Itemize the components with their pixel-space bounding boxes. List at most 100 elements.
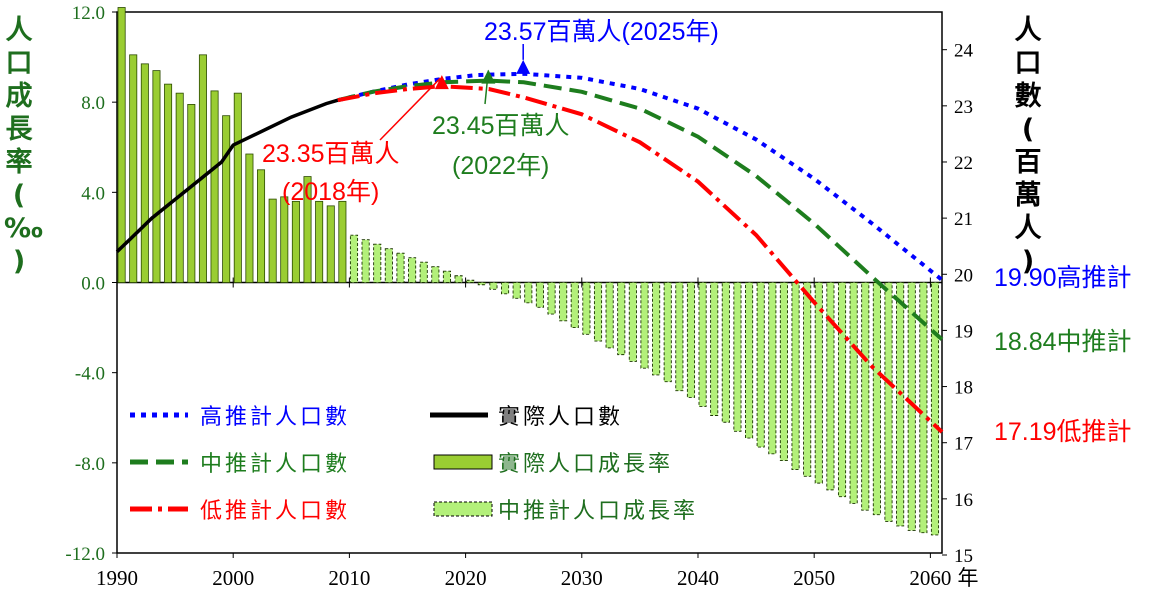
projected-growth-bar bbox=[593, 282, 603, 342]
left-axis-title: 人口成長率(‰) bbox=[4, 14, 43, 278]
actual-growth-bar bbox=[326, 205, 335, 283]
projected-growth-bar bbox=[501, 282, 510, 295]
actual-growth-bar bbox=[233, 92, 242, 283]
actual-population-line bbox=[115, 98, 339, 254]
actual-growth-bar bbox=[338, 200, 347, 283]
projected-growth-bar bbox=[408, 257, 417, 283]
projected-growth-bar bbox=[349, 234, 359, 283]
projected-growth-bar bbox=[721, 282, 730, 423]
left-tick-label: -12.0 bbox=[65, 544, 105, 565]
low-peak-year-annotation: (2018年) bbox=[282, 178, 379, 206]
medium-peak-year-annotation: (2022年) bbox=[452, 152, 549, 180]
legend-label: 實際人口成長率 bbox=[498, 452, 673, 477]
projected-growth-bar bbox=[710, 282, 719, 416]
projected-growth-bar bbox=[524, 282, 533, 304]
actual-growth-bar bbox=[222, 115, 231, 283]
projected-growth-bar bbox=[512, 282, 521, 299]
projected-growth-bar bbox=[419, 261, 428, 283]
x-tick-label: 2020 bbox=[445, 566, 487, 590]
projected-growth-bar bbox=[570, 282, 579, 329]
medium-peak-value-annotation: 23.45百萬人 bbox=[432, 112, 570, 140]
legend-label: 中推計人口數 bbox=[200, 452, 350, 477]
right-tick-label: 16 bbox=[954, 490, 973, 511]
x-tick-label: 1990 bbox=[96, 566, 138, 590]
right-axis-title-text: 人口數(百萬人) bbox=[1014, 15, 1042, 277]
projected-growth-bar bbox=[803, 282, 812, 477]
right-tick-label: 21 bbox=[954, 209, 973, 230]
x-tick-label: 2050 bbox=[793, 566, 835, 590]
projected-growth-bar bbox=[535, 282, 544, 308]
projected-growth-bar bbox=[896, 282, 905, 527]
right-tick-label: 24 bbox=[954, 41, 974, 62]
actual-growth-bar bbox=[303, 176, 312, 283]
projected-growth-bar bbox=[384, 248, 393, 283]
right-tick-label: 15 bbox=[954, 546, 973, 567]
legend-swatch bbox=[433, 454, 493, 470]
legend-label: 高推計人口數 bbox=[200, 405, 350, 430]
x-tick-label: 2040 bbox=[677, 566, 719, 590]
projected-growth-bar bbox=[442, 270, 452, 283]
right-tick-label: 19 bbox=[954, 321, 973, 342]
low-peak-marker bbox=[434, 75, 449, 90]
low-end-annotation: 17.19低推計 bbox=[994, 418, 1132, 446]
projected-growth-bar bbox=[698, 282, 707, 407]
legend-label: 低推計人口數 bbox=[200, 499, 350, 524]
actual-growth-bar bbox=[245, 153, 254, 283]
right-tick-label: 17 bbox=[954, 434, 973, 455]
high-projection-line bbox=[337, 71, 944, 282]
projected-growth-bar bbox=[919, 282, 928, 534]
right-tick-label: 23 bbox=[954, 97, 973, 118]
projected-growth-bar bbox=[617, 282, 626, 356]
actual-growth-bar bbox=[129, 54, 138, 283]
actual-growth-bar bbox=[257, 169, 266, 283]
actual-growth-bar bbox=[152, 70, 161, 283]
low-peak-value-annotation: 23.35百萬人 bbox=[262, 140, 400, 168]
legend-swatch bbox=[433, 501, 493, 517]
x-tick-label: 2010 bbox=[328, 566, 370, 590]
projected-growth-bar bbox=[814, 282, 823, 484]
left-tick-label: 0.0 bbox=[81, 274, 105, 295]
actual-growth-bar bbox=[268, 198, 277, 283]
left-tick-label: -8.0 bbox=[75, 454, 105, 475]
high-end-annotation: 19.90高推計 bbox=[994, 264, 1132, 292]
x-tick-label: 2060 bbox=[909, 566, 951, 590]
x-tick-label: 2000 bbox=[212, 566, 254, 590]
projected-growth-bar bbox=[768, 282, 777, 455]
projected-growth-bar bbox=[477, 282, 486, 286]
left-tick-label: 8.0 bbox=[81, 93, 105, 114]
low-projection-line bbox=[337, 84, 944, 434]
projected-growth-bar bbox=[489, 282, 498, 290]
left-tick-label: 12.0 bbox=[72, 3, 105, 24]
high-peak-marker bbox=[516, 59, 531, 74]
projected-growth-bar bbox=[361, 239, 370, 283]
left-axis-title-text: 人口成長率(‰) bbox=[4, 15, 43, 277]
right-tick-label: 20 bbox=[954, 265, 973, 286]
projected-growth-bar bbox=[640, 282, 649, 369]
left-tick-label: -4.0 bbox=[75, 364, 105, 385]
projected-growth-bar bbox=[861, 282, 870, 511]
actual-growth-bar bbox=[315, 200, 324, 283]
actual-growth-bar bbox=[210, 90, 219, 283]
actual-growth-bar bbox=[164, 83, 173, 283]
actual-growth-bar bbox=[291, 200, 300, 283]
right-axis-title: 人口數(百萬人) bbox=[1013, 14, 1043, 278]
right-tick-label: 22 bbox=[954, 153, 973, 174]
projected-growth-bar bbox=[559, 282, 568, 322]
projected-growth-bar bbox=[837, 282, 847, 498]
right-tick-label: 18 bbox=[954, 378, 973, 399]
medium-projection-line bbox=[337, 78, 944, 341]
projected-growth-bar bbox=[686, 282, 696, 398]
medium-peak-arrow bbox=[484, 70, 490, 105]
high-peak-annotation: 23.57百萬人(2025年) bbox=[484, 18, 719, 46]
actual-growth-bar bbox=[175, 92, 184, 283]
projected-growth-bar bbox=[779, 282, 788, 462]
left-tick-label: 4.0 bbox=[81, 183, 105, 204]
actual-growth-bar bbox=[198, 54, 207, 283]
projected-growth-bar bbox=[826, 282, 835, 491]
projected-growth-bar bbox=[628, 282, 637, 362]
projected-growth-bar bbox=[454, 275, 463, 283]
projected-growth-bar bbox=[756, 282, 765, 448]
actual-growth-bar bbox=[280, 196, 289, 283]
projected-growth-bar bbox=[431, 266, 440, 283]
